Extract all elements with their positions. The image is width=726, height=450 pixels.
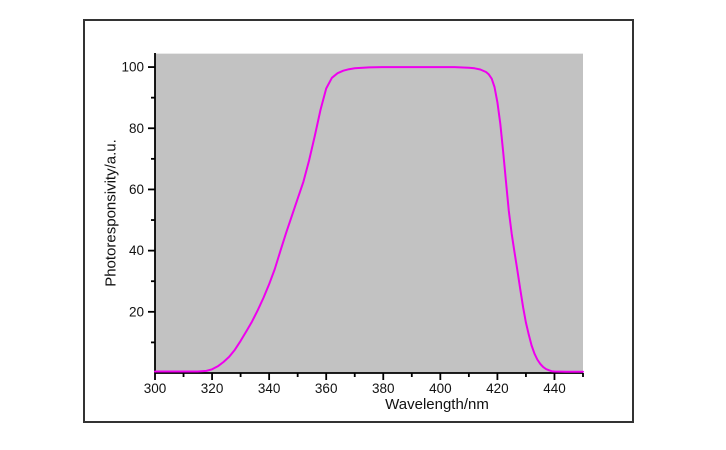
x-axis-title: Wavelength/nm bbox=[385, 396, 489, 413]
y-tick-label: 60 bbox=[129, 182, 144, 197]
x-tick-label: 300 bbox=[144, 381, 167, 396]
y-tick-label: 100 bbox=[121, 60, 144, 75]
x-tick-label: 360 bbox=[315, 381, 338, 396]
photoresponsivity-curve bbox=[154, 66, 584, 373]
tick-labels: 300 320 340 360 380 400 420 440 20 40 60 80 100 bbox=[121, 60, 565, 396]
y-tick-label: 80 bbox=[129, 121, 144, 136]
x-tick-label: 400 bbox=[429, 381, 452, 396]
x-tick-label: 420 bbox=[486, 381, 509, 396]
x-tick-label: 320 bbox=[201, 381, 224, 396]
y-axis-title: Photoresponsivity/a.u. bbox=[102, 139, 120, 287]
plot-panel bbox=[155, 53, 583, 373]
x-tick-label: 340 bbox=[258, 381, 281, 396]
y-tick-label: 40 bbox=[129, 243, 144, 258]
figure-frame: 300 320 340 360 380 400 420 440 20 40 60 80 100 Wave… bbox=[83, 19, 634, 423]
x-tick-label: 380 bbox=[372, 381, 395, 396]
y-tick-label: 20 bbox=[129, 304, 144, 319]
plot-svg: 300 320 340 360 380 400 420 440 20 40 60 80 100 bbox=[121, 53, 584, 396]
axes bbox=[148, 53, 584, 380]
x-tick-label: 440 bbox=[543, 381, 566, 396]
